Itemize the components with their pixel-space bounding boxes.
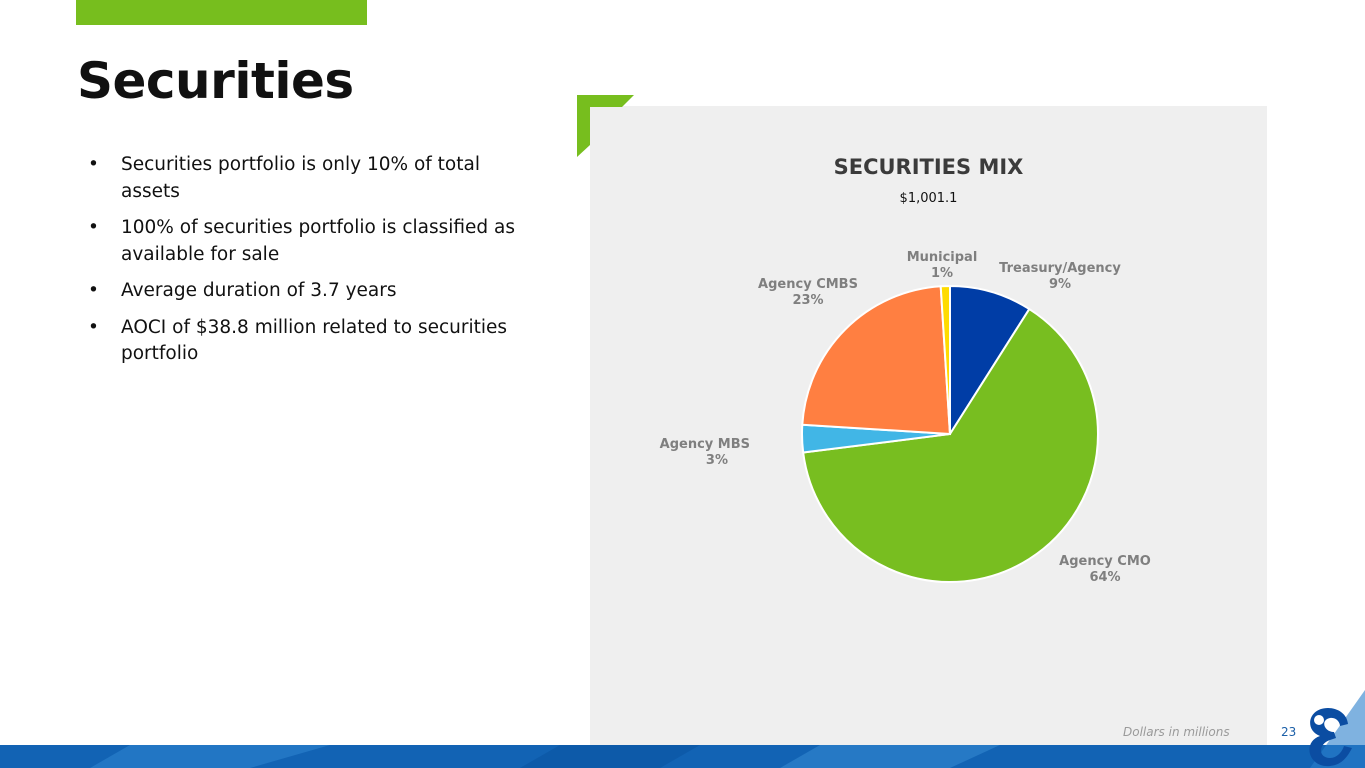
slice-label: Agency CMBS xyxy=(758,277,858,292)
slice-value-label: 9% xyxy=(1049,277,1071,292)
slice-value-label: 64% xyxy=(1089,570,1120,585)
slice-value-label: 1% xyxy=(931,266,953,281)
chart-subtitle: $1,001.1 xyxy=(899,191,958,206)
slice-value-label: 23% xyxy=(792,293,823,308)
bullet-dot: • xyxy=(88,217,99,238)
bullet-text: AOCI of $38.8 million related to securit… xyxy=(121,316,508,365)
footnote: Dollars in millions xyxy=(1123,725,1230,739)
slice-label: Agency MBS xyxy=(660,437,750,452)
bullet-dot: • xyxy=(88,154,99,175)
chart-title: SECURITIES MIX xyxy=(833,155,1024,179)
bullet-item: • 100% of securities portfolio is classif… xyxy=(88,215,518,268)
slice-value-label: 3% xyxy=(706,453,728,468)
corner-accent xyxy=(577,95,634,157)
bullet-item: • Securities portfolio is only 10% of tot… xyxy=(88,152,518,205)
top-accent-bar xyxy=(76,0,367,25)
pie-slice-municipal xyxy=(939,284,951,435)
pie-slice-treasury-agency xyxy=(949,284,1031,438)
page-number: 23 xyxy=(1281,725,1297,739)
bullet-dot: • xyxy=(88,316,99,338)
bullet-list: • Securities portfolio is only 10% of tot… xyxy=(88,152,518,378)
bullet-text: Average duration of 3.7 years xyxy=(121,280,397,301)
pie-slice-agency-cmo xyxy=(802,307,1099,583)
slice-label: Agency CMO xyxy=(1059,554,1151,569)
bullet-item: • Average duration of 3.7 years xyxy=(88,278,518,305)
bullet-dot: • xyxy=(88,280,99,301)
bullet-text: 100% of securities portfolio is classifi… xyxy=(121,217,516,265)
slice-label: Municipal xyxy=(907,250,978,265)
page-title: Securities xyxy=(77,52,354,110)
bullet-text: Securities portfolio is only 10% of tota… xyxy=(121,154,480,202)
slice-label: Treasury/Agency xyxy=(999,261,1121,276)
pie-slice-agency-cmbs xyxy=(801,285,952,436)
bottom-brand-band xyxy=(0,745,1365,768)
bullet-item: • AOCI of $38.8 million related to securi… xyxy=(88,315,518,368)
brand-logo-icon xyxy=(1309,690,1365,768)
